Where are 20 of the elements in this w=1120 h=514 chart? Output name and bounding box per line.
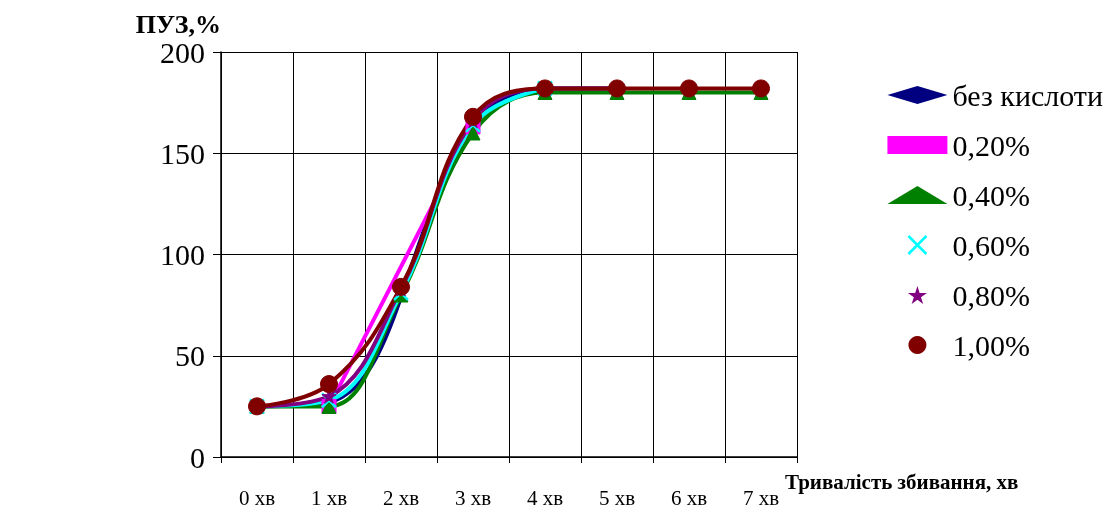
legend-label: 0,60% (952, 228, 1030, 262)
x-tick-label: 0 хв (238, 485, 276, 510)
x-tick-label: 3 хв (454, 485, 492, 510)
y-tick-label: 0 (190, 440, 205, 474)
legend-label: 0,40% (952, 178, 1030, 212)
x-tick-label: 2 хв (382, 485, 420, 510)
legend-label: 0,20% (952, 128, 1030, 162)
legend-label: 1,00% (952, 328, 1030, 362)
y-tick-label: 150 (160, 136, 205, 170)
legend-label: без кислоти (952, 78, 1104, 112)
x-tick-label: 5 хв (598, 485, 636, 510)
y-tick-label: 100 (160, 238, 205, 271)
x-tick-label: 7 хв (742, 485, 780, 510)
x-tick-label: 1 хв (310, 485, 348, 510)
legend-label: 0,80% (952, 278, 1030, 312)
x-axis-title: Тривалість збивання, хв (784, 469, 1019, 494)
y-tick-label: 50 (175, 339, 205, 373)
x-tick-label: 4 хв (526, 485, 564, 510)
y-axis-title: ПУЗ,% (135, 9, 221, 39)
x-tick-label: 6 хв (670, 485, 708, 510)
